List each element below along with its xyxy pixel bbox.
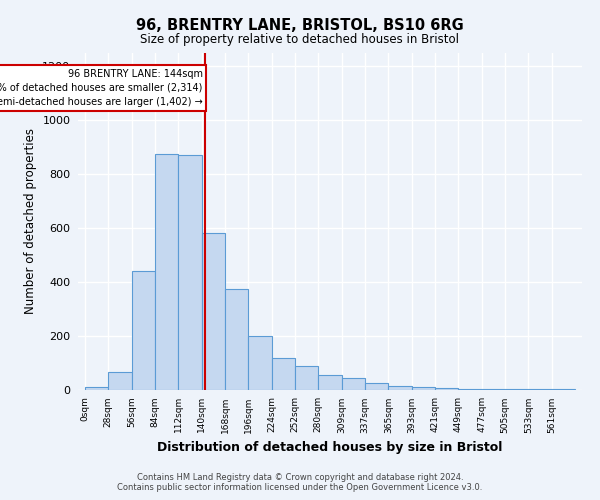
Bar bbox=[225, 289, 248, 390]
Bar bbox=[131, 271, 155, 390]
Bar bbox=[341, 378, 365, 390]
Text: Size of property relative to detached houses in Bristol: Size of property relative to detached ho… bbox=[140, 32, 460, 46]
Bar bbox=[482, 389, 505, 390]
Bar bbox=[248, 336, 272, 390]
X-axis label: Distribution of detached houses by size in Bristol: Distribution of detached houses by size … bbox=[157, 441, 503, 454]
Bar bbox=[365, 383, 388, 390]
Text: 96 BRENTRY LANE: 144sqm
← 62% of detached houses are smaller (2,314)
38% of semi: 96 BRENTRY LANE: 144sqm ← 62% of detache… bbox=[0, 68, 203, 106]
Y-axis label: Number of detached properties: Number of detached properties bbox=[23, 128, 37, 314]
Bar bbox=[178, 155, 202, 390]
Bar bbox=[85, 388, 109, 390]
Bar bbox=[458, 388, 482, 390]
Bar bbox=[388, 386, 412, 390]
Bar bbox=[505, 389, 529, 390]
Text: 96, BRENTRY LANE, BRISTOL, BS10 6RG: 96, BRENTRY LANE, BRISTOL, BS10 6RG bbox=[136, 18, 464, 32]
Bar bbox=[155, 154, 178, 390]
Bar bbox=[272, 358, 295, 390]
Bar bbox=[295, 366, 319, 390]
Bar bbox=[109, 372, 131, 390]
Bar bbox=[412, 388, 435, 390]
Bar bbox=[202, 234, 225, 390]
Bar bbox=[319, 375, 341, 390]
Text: Contains HM Land Registry data © Crown copyright and database right 2024.
Contai: Contains HM Land Registry data © Crown c… bbox=[118, 473, 482, 492]
Bar bbox=[435, 388, 458, 390]
